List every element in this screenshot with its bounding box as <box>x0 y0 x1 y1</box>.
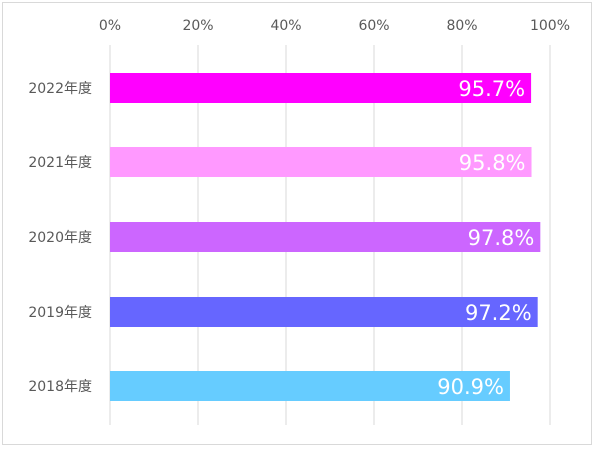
data-label: 97.8% <box>468 226 535 250</box>
category-label: 2022年度 <box>28 81 92 97</box>
x-tick-label: 20% <box>182 18 213 34</box>
bar <box>110 147 532 177</box>
bar <box>110 73 532 103</box>
category-label: 2020年度 <box>28 230 92 246</box>
data-label: 95.7% <box>458 77 525 101</box>
category-label: 2021年度 <box>28 155 92 171</box>
data-label: 95.8% <box>459 151 526 175</box>
category-label: 2018年度 <box>28 379 92 395</box>
data-label: 90.9% <box>437 375 504 399</box>
bar <box>110 297 538 327</box>
x-tick-label: 0% <box>99 18 121 34</box>
category-label: 2019年度 <box>28 305 92 321</box>
x-tick-label: 60% <box>358 18 389 34</box>
x-tick-label: 100% <box>530 18 570 34</box>
x-tick-label: 40% <box>270 18 301 34</box>
data-label: 97.2% <box>465 301 532 325</box>
bar <box>110 371 510 401</box>
x-tick-label: 80% <box>446 18 477 34</box>
bar <box>110 222 541 252</box>
